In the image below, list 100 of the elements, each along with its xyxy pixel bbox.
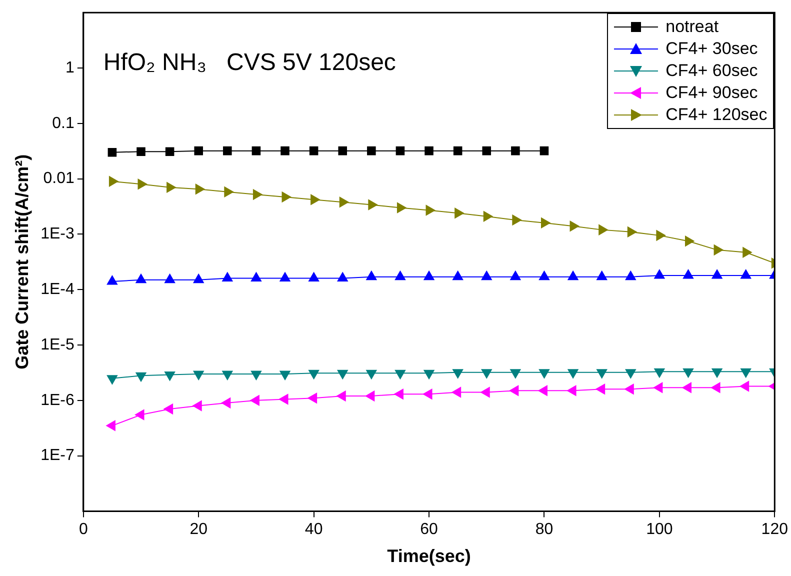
y-tick-label: 1E-4 xyxy=(40,281,74,298)
point xyxy=(164,274,176,284)
point xyxy=(308,392,318,404)
point xyxy=(452,270,464,280)
point xyxy=(193,274,204,284)
legend-label: CF4+ 30sec xyxy=(666,38,758,59)
point xyxy=(624,384,634,394)
point xyxy=(337,370,348,380)
point xyxy=(424,370,434,380)
y-tick-label: 1 xyxy=(65,59,74,76)
point xyxy=(510,369,521,378)
point xyxy=(367,146,376,156)
point xyxy=(712,368,722,378)
point xyxy=(653,382,663,393)
y-tick-label: 1E-3 xyxy=(40,226,74,243)
point xyxy=(339,196,349,208)
point xyxy=(366,270,377,280)
y-tick-label: 1E-6 xyxy=(40,392,74,409)
point xyxy=(570,220,580,232)
point xyxy=(366,370,377,380)
point xyxy=(540,146,549,156)
point xyxy=(453,146,462,156)
point xyxy=(682,368,694,378)
point xyxy=(568,270,578,280)
point xyxy=(135,410,144,420)
point xyxy=(625,270,636,280)
point xyxy=(711,382,720,393)
point xyxy=(309,146,318,156)
point xyxy=(452,387,462,398)
point xyxy=(310,194,320,205)
point xyxy=(538,369,550,378)
point xyxy=(365,390,375,402)
point xyxy=(480,387,490,398)
point xyxy=(221,398,231,408)
x-tick-label: 120 xyxy=(761,521,788,538)
point xyxy=(222,272,233,282)
point xyxy=(424,146,434,156)
x-tick-label: 0 xyxy=(78,521,88,538)
point xyxy=(627,226,637,238)
point xyxy=(424,270,434,280)
point xyxy=(394,388,404,400)
point xyxy=(712,269,722,279)
point xyxy=(567,385,576,396)
x-tick-label: 80 xyxy=(535,521,554,538)
point xyxy=(338,146,348,156)
point xyxy=(654,269,665,279)
point xyxy=(337,272,348,282)
x-tick-label: 100 xyxy=(646,521,673,538)
point xyxy=(481,270,492,280)
point xyxy=(682,382,692,393)
point xyxy=(656,230,666,241)
point xyxy=(481,369,492,378)
point xyxy=(538,270,550,280)
point xyxy=(164,372,176,381)
point xyxy=(193,370,204,380)
point xyxy=(423,388,432,400)
point xyxy=(394,370,406,380)
point xyxy=(222,370,233,380)
point xyxy=(250,370,262,380)
point xyxy=(166,182,176,193)
point xyxy=(250,395,260,406)
point xyxy=(136,372,146,382)
point xyxy=(568,369,578,378)
point xyxy=(224,186,234,198)
x-tick-label: 60 xyxy=(420,521,438,538)
y-tick-label: 0.1 xyxy=(52,114,74,132)
x-tick-label: 20 xyxy=(190,521,208,538)
point xyxy=(194,146,203,156)
point xyxy=(279,394,288,404)
point xyxy=(280,272,290,282)
point xyxy=(596,369,608,378)
point xyxy=(252,146,261,156)
point xyxy=(625,369,636,378)
point xyxy=(482,146,492,156)
legend-label: CF4+ 120sec xyxy=(666,104,768,125)
legend-label: CF4+ 90sec xyxy=(666,82,758,103)
point xyxy=(540,218,550,228)
point xyxy=(394,270,406,280)
x-axis-title: Time(sec) xyxy=(387,546,471,566)
point xyxy=(308,370,320,380)
point xyxy=(336,390,346,402)
point xyxy=(106,276,118,285)
point xyxy=(192,400,202,412)
point xyxy=(740,368,752,378)
annotation: HfO₂ NH₃ CVS 5V 120sec xyxy=(103,48,396,77)
point xyxy=(714,244,724,256)
legend-label: CF4+ 60sec xyxy=(666,60,758,81)
point xyxy=(106,420,116,431)
point xyxy=(282,192,292,202)
x-tick-label: 40 xyxy=(304,521,323,538)
y-axis-title: Gate Current shift(A/cm²) xyxy=(12,154,32,370)
point xyxy=(280,146,290,156)
point xyxy=(452,369,464,378)
point xyxy=(483,211,493,222)
point xyxy=(598,224,608,236)
point xyxy=(740,269,752,279)
point xyxy=(511,146,520,156)
point xyxy=(136,274,146,284)
point xyxy=(740,380,750,392)
point xyxy=(454,208,464,218)
